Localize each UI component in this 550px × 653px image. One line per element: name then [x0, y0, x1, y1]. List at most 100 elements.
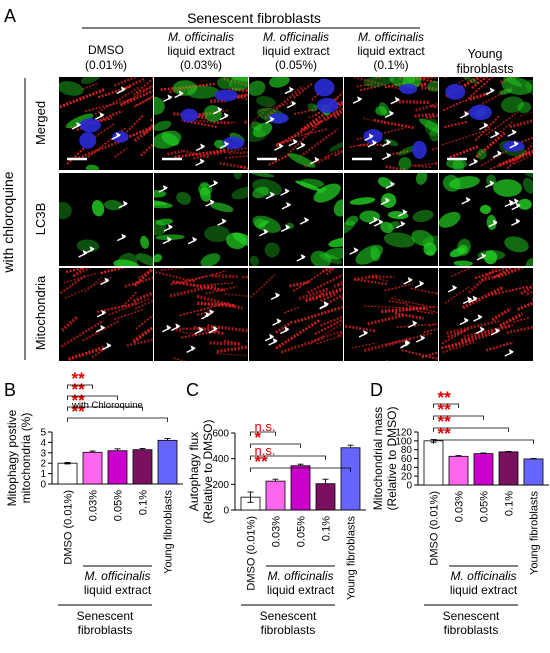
arrow-marker	[163, 94, 173, 103]
mito-streak	[356, 83, 374, 88]
arrow-head	[101, 309, 107, 316]
arrow-head	[115, 132, 121, 138]
mito-streak	[509, 154, 524, 163]
arrow-marker	[509, 198, 519, 206]
arrow-head	[120, 86, 126, 92]
arrow-head	[389, 110, 395, 117]
category-label: 0.03%	[271, 516, 283, 547]
arrow-marker	[380, 197, 390, 206]
arrow-head	[278, 143, 284, 149]
mito-streak	[491, 285, 529, 296]
lc3b-blob	[203, 105, 222, 122]
significance-bracket	[433, 439, 534, 444]
arrow-head	[291, 100, 297, 107]
micrograph-cell	[249, 268, 343, 361]
arrow-head	[192, 236, 198, 243]
arrow-head	[465, 196, 471, 203]
mito-streak	[74, 140, 121, 161]
arrow-head	[384, 197, 390, 204]
arrow-head	[511, 129, 517, 135]
arrow-head	[269, 333, 275, 340]
lc3b-blob	[429, 127, 438, 142]
significance-label: **	[255, 452, 269, 471]
arrow-head	[166, 236, 172, 243]
lc3b-blob	[251, 173, 275, 178]
lc3b-blob	[256, 95, 276, 107]
lc3b-blob	[187, 85, 219, 99]
arrow-head	[420, 335, 426, 341]
lc3b-blob	[80, 77, 102, 85]
arrow-head	[263, 228, 269, 235]
mito-streak	[506, 325, 533, 335]
mito-streak	[363, 305, 417, 309]
arrow-head	[400, 220, 406, 227]
mito-streak	[66, 146, 86, 165]
mito-streak	[290, 128, 329, 139]
column-label-line: M. officinalis	[168, 30, 234, 44]
mito-streak	[114, 147, 128, 158]
mito-streak	[132, 326, 153, 342]
mito-streak	[532, 297, 533, 302]
arrow-marker	[473, 314, 483, 322]
significance-label: **	[72, 369, 86, 388]
category-label: 0.05%	[479, 491, 491, 522]
mito-streak	[183, 119, 218, 129]
micrograph-cell	[59, 268, 153, 361]
mito-streak	[334, 150, 343, 157]
arrow-head	[386, 152, 392, 159]
bar	[448, 455, 469, 486]
mito-streak	[97, 85, 132, 99]
arrow-marker	[381, 139, 392, 147]
arrow-marker	[390, 96, 400, 105]
arrow-head	[495, 327, 501, 334]
lc3b-blob	[477, 250, 506, 261]
group-label-italic: M. officinalis	[84, 569, 150, 583]
arrow-marker	[102, 342, 112, 351]
arrow-marker	[95, 112, 105, 120]
mito-streak	[345, 324, 377, 333]
lc3b-blob	[476, 148, 487, 160]
arrow-marker	[492, 150, 503, 159]
mito-streak	[216, 352, 248, 357]
category-label: DMSO (0.01%)	[429, 491, 441, 566]
lc3b-blob	[249, 80, 266, 96]
group-label: liquid extract	[450, 583, 518, 597]
micrograph-cell	[249, 77, 343, 170]
arrow-head	[300, 142, 306, 148]
column-label-line: (0.1%)	[373, 58, 408, 72]
nucleus	[222, 136, 245, 150]
mito-streak	[94, 85, 141, 116]
mito-streak	[64, 276, 112, 299]
arrow-marker	[367, 139, 377, 148]
arrow-marker	[195, 158, 205, 167]
mito-streak	[421, 86, 438, 91]
arrow-head	[100, 324, 106, 331]
arrow-head	[104, 277, 110, 283]
arrow-head	[508, 199, 514, 206]
y-axis-label: Mitophagy postive	[5, 409, 19, 506]
mito-streak	[388, 300, 408, 305]
significance-bracket	[250, 467, 351, 472]
arrow-head	[404, 340, 410, 347]
bar	[315, 483, 336, 511]
arrow-marker	[162, 236, 172, 245]
micrograph-cell	[59, 173, 153, 266]
lc3b-blob	[522, 177, 533, 194]
mito-streak	[381, 306, 428, 314]
mito-streak	[444, 286, 470, 304]
mito-streak	[322, 107, 343, 119]
arrow-marker	[385, 181, 396, 189]
mito-streak	[481, 150, 508, 167]
column-label-line: Young	[468, 47, 503, 61]
lc3b-blob	[154, 96, 165, 115]
y-tick-label: 5	[40, 428, 46, 439]
nucleus	[412, 140, 427, 159]
category-label: 0.1%	[321, 516, 333, 541]
mito-streak	[205, 285, 238, 295]
arrow-marker	[475, 326, 485, 335]
arrow-marker	[78, 249, 88, 258]
arrow-head	[288, 86, 294, 93]
mito-streak	[520, 283, 533, 296]
mito-streak	[284, 119, 323, 158]
arrow-head	[386, 139, 392, 145]
